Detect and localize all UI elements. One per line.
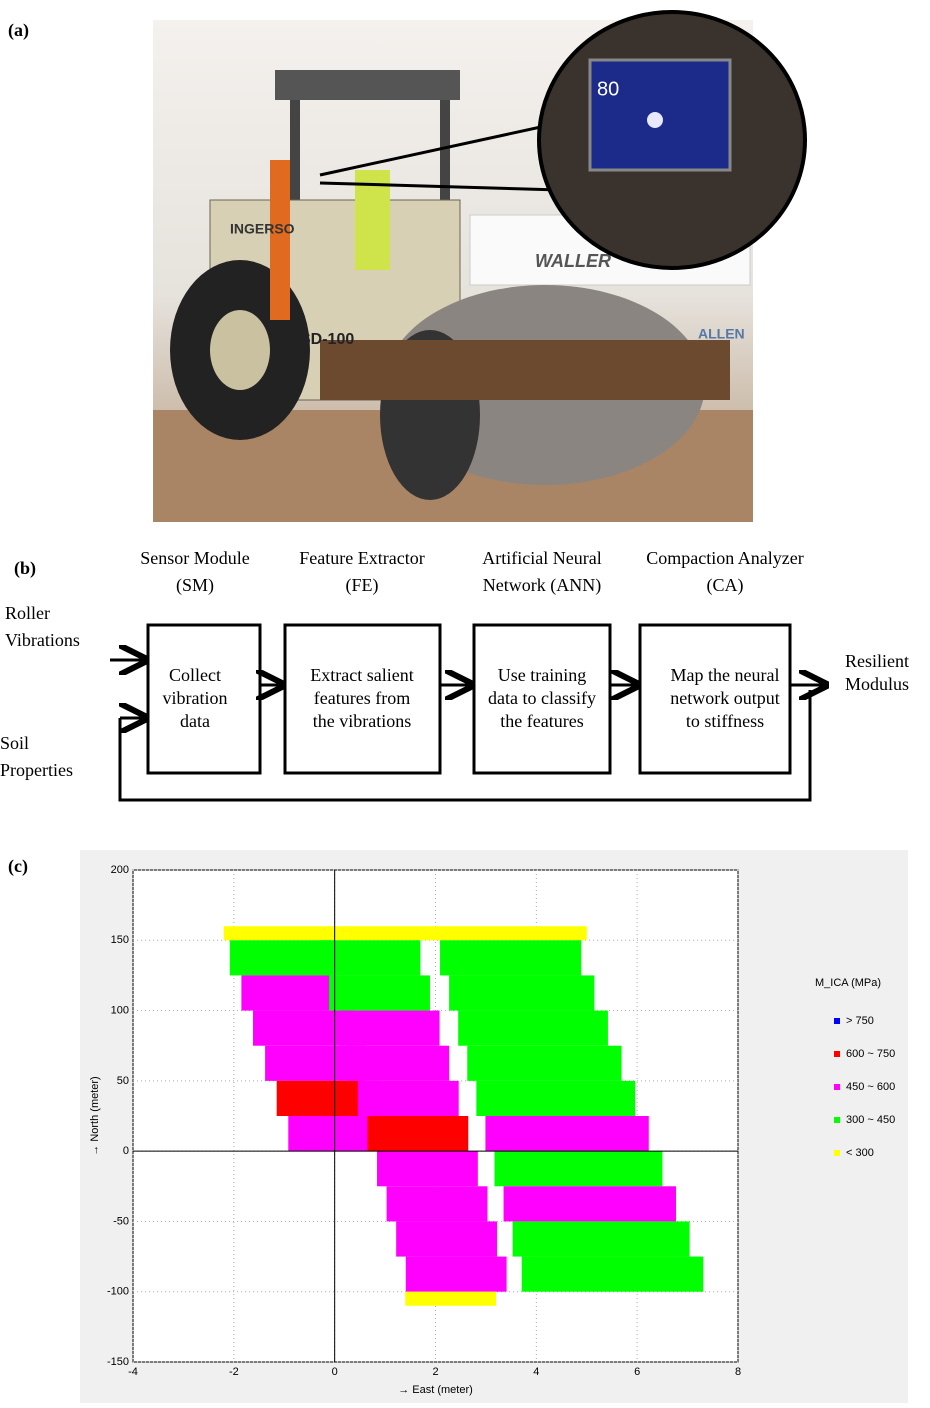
legend-swatch — [834, 1084, 840, 1090]
x-tick-label: -2 — [229, 1366, 239, 1378]
map-cell — [405, 1291, 496, 1306]
legend-label: 300 ~ 450 — [846, 1114, 895, 1126]
stage-text: the vibrations — [313, 711, 411, 731]
stage-text: the features — [500, 711, 583, 731]
x-axis-label: → East (meter) — [398, 1384, 473, 1396]
output-label: Resilient — [845, 651, 909, 671]
map-cell — [485, 1116, 649, 1152]
map-cell — [521, 1256, 704, 1292]
stage-text: features from — [314, 688, 410, 708]
legend-title: M_ICA (MPa) — [815, 977, 881, 989]
stage-text: data — [180, 711, 210, 731]
y-tick-label: -150 — [107, 1356, 129, 1368]
legend-swatch — [834, 1117, 840, 1123]
stage-text: network output — [670, 688, 780, 708]
map-cell — [319, 940, 421, 976]
y-tick-label: -100 — [107, 1286, 129, 1298]
x-tick-label: 0 — [332, 1366, 338, 1378]
input-label: Vibrations — [5, 630, 80, 650]
legend-label: 450 ~ 600 — [846, 1081, 895, 1093]
photo-text: WALLER — [535, 251, 611, 271]
panel-label: (c) — [8, 856, 28, 877]
legend-label: 600 ~ 750 — [846, 1048, 895, 1060]
stage-title: Sensor Module — [140, 548, 250, 568]
stage-text: Use training — [498, 665, 586, 685]
y-tick-label: 50 — [117, 1075, 129, 1087]
y-tick-label: 200 — [111, 864, 129, 876]
x-tick-label: 6 — [634, 1366, 640, 1378]
map-cell — [467, 1045, 622, 1081]
map-cell — [396, 1221, 498, 1257]
y-tick-label: 0 — [123, 1145, 129, 1157]
map-cell — [348, 1045, 450, 1081]
y-tick-label: 150 — [111, 934, 129, 946]
input-label: Properties — [0, 760, 73, 780]
stage-title: (FE) — [346, 575, 379, 596]
map-cell — [329, 975, 430, 1011]
diagram: Roller Vibrations Soil Properties Resilient M… — [0, 548, 909, 780]
stage-text: Collect — [169, 665, 221, 685]
map-cell — [338, 1010, 440, 1046]
stage-text: data to classify — [488, 688, 596, 708]
panel-label: (b) — [14, 558, 36, 579]
stage-text: vibration — [163, 688, 228, 708]
x-tick-label: 4 — [533, 1366, 539, 1378]
map-cell — [503, 1186, 676, 1222]
legend-swatch — [834, 1018, 840, 1024]
map-cell — [367, 1116, 469, 1152]
stage-title: Feature Extractor — [299, 548, 424, 568]
map-cell — [476, 1080, 636, 1116]
stage-text: Map the neural — [671, 665, 780, 685]
photo-text: SD-100 — [300, 331, 354, 348]
map-cell — [252, 1010, 354, 1046]
photo-text: INGERSO — [230, 221, 295, 237]
legend-swatch — [834, 1150, 840, 1156]
x-tick-label: 8 — [735, 1366, 741, 1378]
x-tick-label: -4 — [128, 1366, 138, 1378]
x-tick-label: 2 — [432, 1366, 438, 1378]
map-cell — [512, 1221, 690, 1257]
legend-label: > 750 — [846, 1015, 874, 1027]
map-cell — [440, 940, 582, 976]
y-tick-label: 100 — [111, 1004, 129, 1016]
panel-label: (a) — [8, 20, 29, 41]
map-cell — [449, 975, 595, 1011]
map-cell — [241, 975, 343, 1011]
chart: -4 -2 0 2 4 6 8 -150 -100 -50 0 50 100 150 200 → East (… — [89, 864, 895, 1396]
map-cell — [458, 1010, 608, 1046]
map-cell — [357, 1080, 459, 1116]
photo-text: ALLEN — [698, 326, 745, 342]
y-tick-label: -50 — [113, 1215, 129, 1227]
map-cell — [377, 1151, 478, 1187]
map-cell — [223, 926, 587, 941]
y-axis-label: → North (meter) — [89, 1076, 101, 1155]
stage-title: (CA) — [707, 575, 744, 596]
photo: INGERSO SD-100 WALLER ALLEN 80 — [153, 10, 807, 522]
map-cell — [405, 1256, 507, 1292]
stage-title: Compaction Analyzer — [646, 548, 803, 568]
stage-title: Artificial Neural — [482, 548, 601, 568]
diagram-shapes — [110, 623, 826, 802]
legend-label: < 300 — [846, 1147, 874, 1159]
stage-text: Extract salient — [310, 665, 413, 685]
map-cell — [386, 1186, 488, 1222]
legend-swatch — [834, 1051, 840, 1057]
input-label: Soil — [0, 733, 29, 753]
output-label: Modulus — [845, 674, 909, 694]
map-cell — [229, 940, 331, 976]
map-cell — [494, 1151, 663, 1187]
stage-title: (SM) — [176, 575, 214, 596]
screen-reading: 80 — [597, 78, 619, 100]
stage-title: Network (ANN) — [483, 575, 601, 596]
stage-text: to stiffness — [686, 711, 764, 731]
input-label: Roller — [5, 603, 50, 623]
